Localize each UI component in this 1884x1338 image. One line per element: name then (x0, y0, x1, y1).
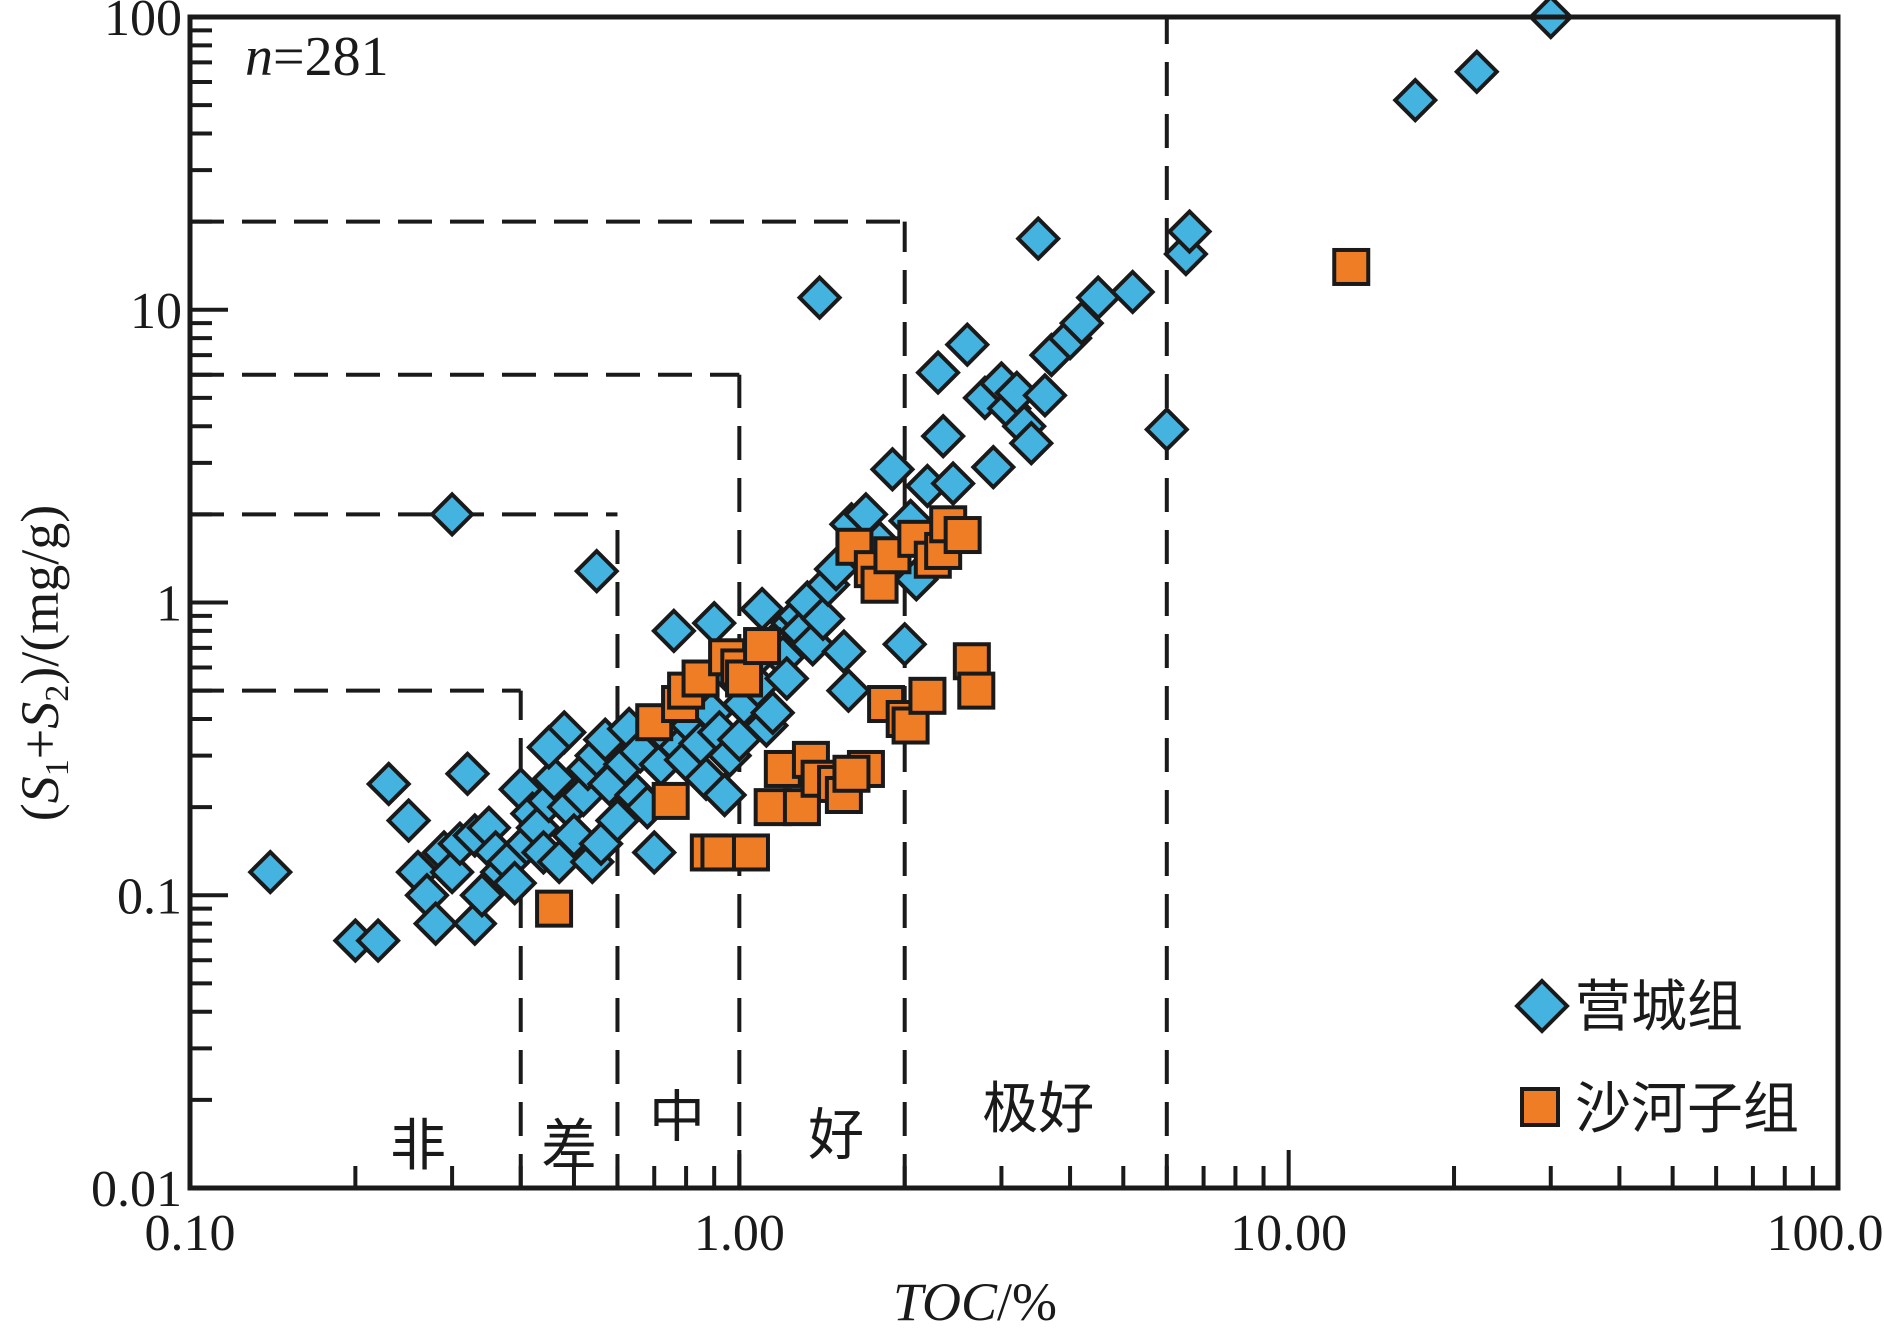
shahezi-point (702, 835, 736, 869)
yingcheng-point (824, 632, 864, 672)
shahezi-point (959, 674, 993, 708)
yingcheng-point (1395, 80, 1435, 120)
shahezi-point (734, 835, 768, 869)
sample-count-n: n (245, 26, 273, 88)
yingcheng-point (369, 764, 409, 804)
shahezi-point (745, 629, 779, 663)
shahezi-point (727, 662, 761, 696)
x-tick-label: 1.00 (694, 1205, 785, 1262)
y-axis-title-s2-sub: 2 (39, 685, 76, 702)
yingcheng-point (800, 278, 840, 318)
yingcheng-point (432, 494, 472, 534)
yingcheng-point (577, 551, 617, 591)
yingcheng-point (250, 852, 290, 892)
yingcheng-point (1018, 219, 1058, 259)
legend-label-shahezi: 沙河子组 (1575, 1077, 1799, 1142)
legend: 营城组 沙河子组 (1517, 975, 1799, 1142)
y-tick-label: 1 (156, 576, 182, 633)
yingcheng-point (933, 463, 973, 503)
grade-zone-label: 中 (649, 1085, 705, 1150)
y-axis-title-s1-sub: 1 (39, 759, 76, 776)
shahezi-point (910, 679, 944, 713)
sample-count-value: =281 (273, 26, 389, 88)
yingcheng-point (885, 624, 925, 664)
sample-count-label: n=281 (245, 26, 389, 88)
x-tick-label: 10.00 (1230, 1205, 1347, 1262)
yingcheng-point (923, 416, 963, 456)
shahezi-point (654, 784, 688, 818)
y-axis-title-plus: + (10, 729, 70, 759)
shahezi-point (1334, 250, 1368, 284)
grade-zone-label: 差 (541, 1114, 597, 1179)
x-axis-title-toc: TOC (893, 1272, 998, 1332)
yingcheng-point (694, 603, 734, 643)
yingcheng-point (1147, 409, 1187, 449)
shahezi-point (537, 892, 571, 926)
legend-label-yingcheng: 营城组 (1575, 975, 1743, 1040)
yingcheng-point (828, 671, 868, 711)
y-tick-label: 10 (130, 283, 182, 340)
y-axis-title-unit: )/(mg/g) (10, 505, 70, 685)
yingcheng-point (918, 353, 958, 393)
x-axis-title: TOC/% (893, 1272, 1057, 1332)
x-tick-label: 100.00 (1767, 1205, 1884, 1262)
shahezi-point (946, 518, 980, 552)
y-axis-title-s1: S (10, 776, 70, 803)
yingcheng-point (654, 611, 694, 651)
yingcheng-point (973, 447, 1013, 487)
yingcheng-point (947, 325, 987, 365)
x-axis-title-unit: /% (997, 1272, 1057, 1332)
y-axis-title: (S1+S2)/(mg/g) (10, 505, 76, 821)
shahezi-point (834, 757, 868, 791)
grade-zone-label: 好 (808, 1104, 864, 1169)
y-tick-label: 0.01 (91, 1161, 182, 1218)
yingcheng-point (1457, 52, 1497, 92)
grade-zone-label: 非 (390, 1114, 446, 1179)
yingcheng-point (634, 832, 674, 872)
legend-square-icon (1522, 1089, 1558, 1125)
legend-diamond-icon (1517, 981, 1567, 1031)
yingcheng-point (447, 754, 487, 794)
y-axis-title-open: ( (10, 803, 70, 821)
y-axis-title-s2: S (10, 702, 70, 729)
yingcheng-point (1113, 272, 1153, 312)
y-tick-label: 100 (104, 0, 182, 47)
grade-zone-label: 极好 (982, 1077, 1094, 1142)
yingcheng-point (389, 801, 429, 841)
y-tick-label: 0.1 (117, 868, 182, 925)
